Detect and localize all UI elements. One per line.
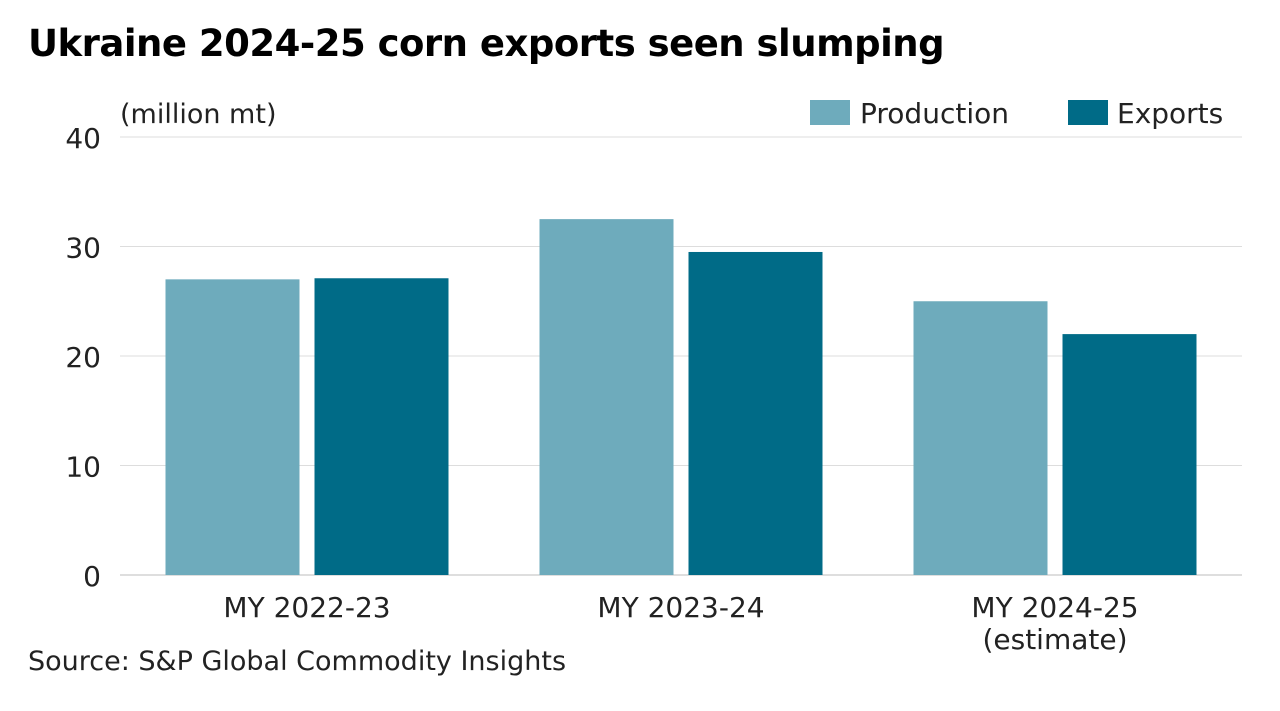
gridlines [120,136,1242,576]
y-tick-label: 20 [65,341,101,374]
x-tick-label: MY 2024-25 [971,591,1138,624]
legend: Production Exports [810,97,1223,130]
y-tick-label: 30 [65,232,101,265]
bar-production-1 [539,219,674,575]
source-note: Source: S&P Global Commodity Insights [28,646,567,677]
y-tick-label: 40 [65,122,101,155]
unit-label: (million mt) [120,99,276,130]
legend-label-production: Production [860,97,1009,130]
x-axis-labels: MY 2022-23 MY 2023-24 MY 2024-25(estimate) [223,591,1138,656]
y-tick-label: 10 [65,451,101,484]
y-axis-ticks: 0 10 20 30 40 [65,122,101,593]
bar-production-0 [165,279,300,575]
bars [165,219,1197,575]
chart-title: Ukraine 2024-25 corn exports seen slumpi… [28,22,945,65]
legend-swatch-production [810,100,850,125]
bar-exports-0 [314,278,449,575]
legend-swatch-exports [1068,100,1108,125]
x-tick-label: MY 2022-23 [223,591,390,624]
bar-exports-1 [688,251,823,575]
bar-production-2 [913,301,1048,575]
bar-exports-2 [1062,334,1197,575]
y-tick-label: 0 [83,560,101,593]
legend-label-exports: Exports [1117,97,1223,130]
x-tick-label: (estimate) [982,623,1127,656]
x-tick-label: MY 2023-24 [597,591,764,624]
